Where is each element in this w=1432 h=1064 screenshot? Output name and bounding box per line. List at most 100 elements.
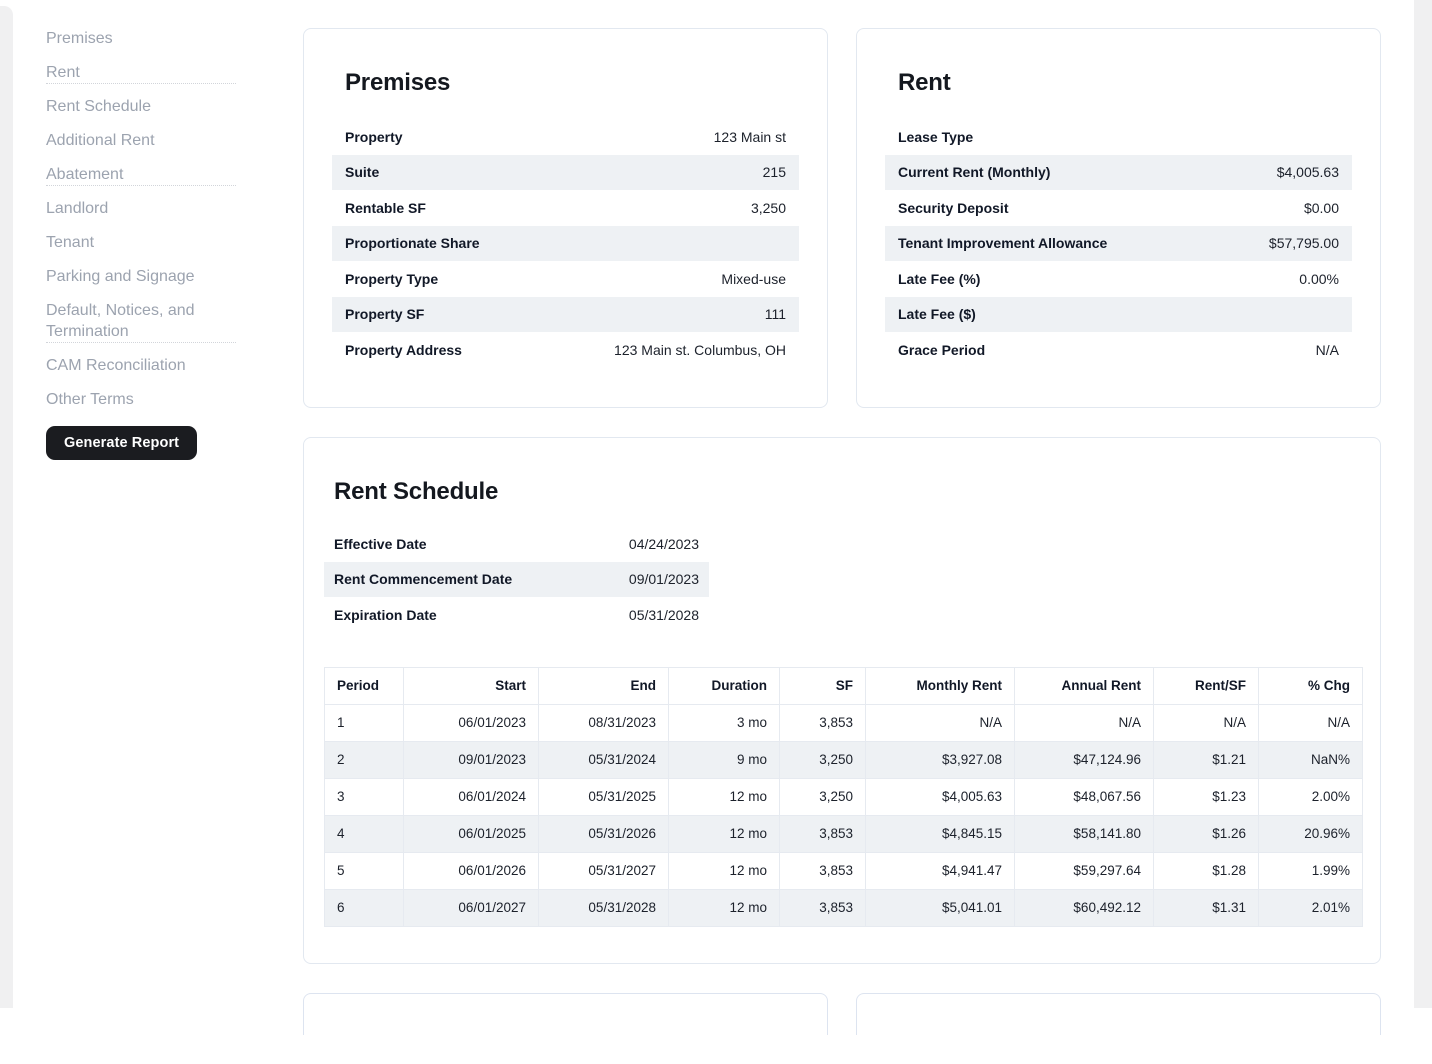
table-cell: N/A [1015, 704, 1154, 741]
table-cell: 12 mo [669, 852, 780, 889]
table-cell: 5 [325, 852, 404, 889]
table-row: 506/01/202605/31/202712 mo3,853$4,941.47… [325, 852, 1363, 889]
sidebar: Premises Rent Rent Schedule Additional Rent… [46, 28, 246, 460]
sidebar-item-other-terms[interactable]: Other Terms [46, 389, 246, 410]
sidebar-nav: Premises Rent Rent Schedule Additional Rent… [46, 28, 246, 410]
field-row: Proportionate Share [332, 226, 799, 262]
sidebar-item-parking-and-signage[interactable]: Parking and Signage [46, 266, 246, 287]
sidebar-item-rent[interactable]: Rent [46, 62, 246, 83]
table-cell: $4,005.63 [866, 778, 1015, 815]
field-value: 123 Main st [714, 129, 786, 145]
field-value: $0.00 [1304, 200, 1339, 216]
table-cell: $1.28 [1154, 852, 1259, 889]
table-cell: $48,067.56 [1015, 778, 1154, 815]
field-label: Property SF [345, 306, 424, 322]
scrollbar-track[interactable] [1414, 0, 1432, 1008]
column-header: Rent/SF [1154, 667, 1259, 704]
field-label: Tenant Improvement Allowance [898, 235, 1107, 251]
table-cell: 3,853 [780, 852, 866, 889]
field-row: Rent Commencement Date09/01/2023 [324, 562, 709, 598]
table-cell: $3,927.08 [866, 741, 1015, 778]
table-cell: 05/31/2025 [539, 778, 669, 815]
field-value: $57,795.00 [1269, 235, 1339, 251]
table-cell: 06/01/2024 [404, 778, 539, 815]
column-header: Duration [669, 667, 780, 704]
field-row: Lease Type [885, 119, 1352, 155]
table-cell: 12 mo [669, 778, 780, 815]
table-cell: NaN% [1259, 741, 1363, 778]
table-cell: $5,041.01 [866, 889, 1015, 926]
sidebar-item-additional-rent[interactable]: Additional Rent [46, 130, 246, 151]
field-label: Security Deposit [898, 200, 1008, 216]
rent-card: Rent Lease TypeCurrent Rent (Monthly)$4,… [856, 28, 1381, 408]
sidebar-item-rent-schedule[interactable]: Rent Schedule [46, 96, 246, 117]
table-cell: 2.01% [1259, 889, 1363, 926]
field-row: Current Rent (Monthly)$4,005.63 [885, 155, 1352, 191]
sidebar-section-divider [46, 83, 236, 84]
window-left-edge [0, 6, 13, 1008]
rent-schedule-table: PeriodStartEndDurationSFMonthly RentAnnu… [324, 667, 1363, 927]
table-cell: 06/01/2025 [404, 815, 539, 852]
field-row: Property Address123 Main st. Columbus, O… [332, 332, 799, 368]
sidebar-item-cam-reconciliation[interactable]: CAM Reconciliation [46, 355, 246, 376]
sidebar-item-tenant[interactable]: Tenant [46, 232, 246, 253]
field-row: Late Fee (%)0.00% [885, 261, 1352, 297]
table-cell: $59,297.64 [1015, 852, 1154, 889]
column-header: % Chg [1259, 667, 1363, 704]
rent-schedule-table-header: PeriodStartEndDurationSFMonthly RentAnnu… [325, 667, 1363, 704]
field-value: 111 [765, 306, 786, 322]
column-header: Period [325, 667, 404, 704]
table-cell: 3,853 [780, 704, 866, 741]
table-cell: 08/31/2023 [539, 704, 669, 741]
field-label: Rent Commencement Date [334, 571, 512, 587]
table-cell: $1.21 [1154, 741, 1259, 778]
table-cell: $1.26 [1154, 815, 1259, 852]
generate-report-button[interactable]: Generate Report [46, 426, 197, 460]
field-label: Late Fee (%) [898, 271, 980, 287]
premises-card: Premises Property123 Main stSuite215Rent… [303, 28, 828, 408]
table-cell: N/A [866, 704, 1015, 741]
field-row: Tenant Improvement Allowance $57,795.00 [885, 226, 1352, 262]
table-cell: $4,941.47 [866, 852, 1015, 889]
table-row: 209/01/202305/31/20249 mo3,250$3,927.08$… [325, 741, 1363, 778]
top-cards-row: Premises Property123 Main stSuite215Rent… [303, 28, 1381, 408]
table-cell: 3,250 [780, 778, 866, 815]
table-cell: $1.23 [1154, 778, 1259, 815]
table-cell: 1 [325, 704, 404, 741]
column-header: Annual Rent [1015, 667, 1154, 704]
field-label: Proportionate Share [345, 235, 480, 251]
partial-card-left [303, 993, 828, 1035]
column-header: End [539, 667, 669, 704]
table-cell: $47,124.96 [1015, 741, 1154, 778]
premises-field-list: Property123 Main stSuite215Rentable SF3,… [332, 119, 799, 368]
table-cell: 3,250 [780, 741, 866, 778]
field-label: Suite [345, 164, 379, 180]
table-cell: N/A [1259, 704, 1363, 741]
sidebar-section-divider [46, 342, 236, 343]
sidebar-item-premises[interactable]: Premises [46, 28, 246, 49]
sidebar-item-default-notices-and-termination[interactable]: Default, Notices, and Termination [46, 300, 246, 342]
table-cell: $60,492.12 [1015, 889, 1154, 926]
table-cell: 4 [325, 815, 404, 852]
table-cell: $4,845.15 [866, 815, 1015, 852]
field-label: Late Fee ($) [898, 306, 976, 322]
sidebar-item-landlord[interactable]: Landlord [46, 198, 246, 219]
table-cell: 3,853 [780, 815, 866, 852]
field-label: Property [345, 129, 403, 145]
field-value: 215 [763, 164, 786, 180]
sidebar-item-abatement[interactable]: Abatement [46, 164, 246, 185]
table-row: 406/01/202505/31/202612 mo3,853$4,845.15… [325, 815, 1363, 852]
table-row: 606/01/202705/31/202812 mo3,853$5,041.01… [325, 889, 1363, 926]
field-label: Property Address [345, 342, 462, 358]
field-row: Effective Date04/24/2023 [324, 526, 709, 562]
rent-schedule-table-body: 106/01/202308/31/20233 mo3,853N/AN/AN/AN… [325, 704, 1363, 926]
table-cell: 3 mo [669, 704, 780, 741]
rent-schedule-card: Rent Schedule Effective Date04/24/2023Re… [303, 437, 1381, 964]
rent-schedule-card-title: Rent Schedule [334, 478, 1350, 506]
rent-field-list: Lease TypeCurrent Rent (Monthly)$4,005.6… [885, 119, 1352, 368]
table-cell: 06/01/2027 [404, 889, 539, 926]
table-header-row: PeriodStartEndDurationSFMonthly RentAnnu… [325, 667, 1363, 704]
partial-card-right [856, 993, 1381, 1035]
field-value: Mixed-use [721, 271, 786, 287]
table-cell: 05/31/2024 [539, 741, 669, 778]
